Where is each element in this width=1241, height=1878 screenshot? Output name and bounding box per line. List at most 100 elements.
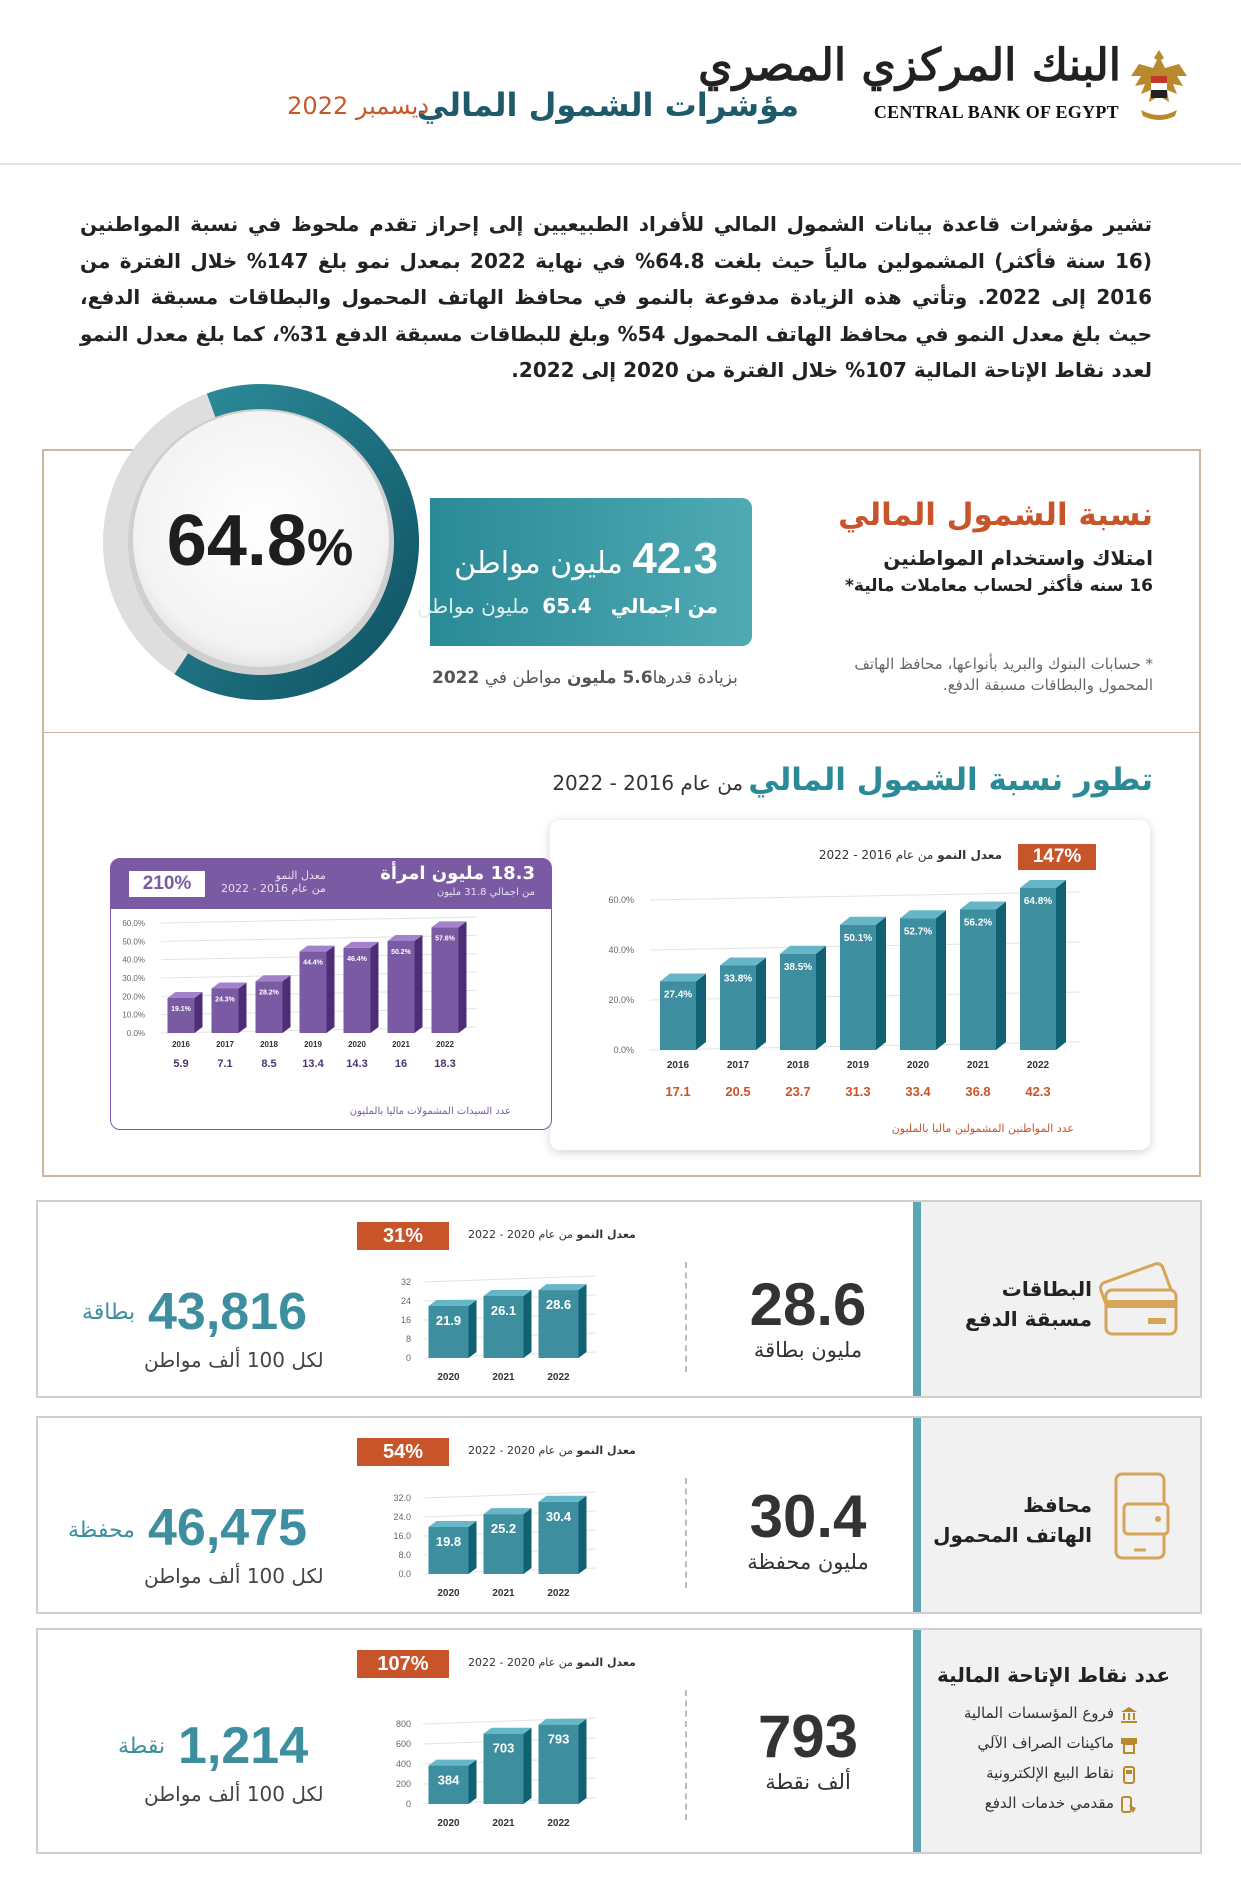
bar [900,918,936,1050]
bar [431,927,459,1033]
access-item-pos: نقاط البيع الإلكترونية [986,1764,1114,1782]
women-counts-caption: عدد السيدات المشمولات ماليا بالمليون [349,1106,511,1117]
gridline [422,1491,597,1499]
prepaid-per-value: 43,816 [148,1283,308,1341]
y-tick-label: 60.0% [122,919,145,928]
bar [538,1290,579,1358]
bar-value-label: 24.3% [215,996,236,1003]
count-label: 33.4 [905,1084,931,1099]
bar-side [238,982,247,1033]
x-tick-label: 2017 [727,1060,750,1071]
mobile-wallets-row: محافظ الهاتف المحمول 30.4 مليون محفظة 54%… [36,1416,1202,1614]
bar-top [660,973,706,982]
y-tick-label: 40.0% [122,956,145,965]
prepaid-bar-chart: 0 8 16 24 32 21.9 2020 26.1 2021 28.6 2022 [401,1275,597,1383]
y-tick-label: 32 [401,1277,411,1287]
x-tick-label: 2022 [547,1588,570,1599]
bar-side [458,921,467,1033]
bar-side [523,1290,532,1358]
mobile-wallet-icon [1114,1472,1170,1560]
bar [299,951,327,1033]
inclusion-rate-panel [42,449,1201,733]
x-tick-label: 2021 [492,1372,515,1383]
y-tick-label: 800 [396,1719,411,1729]
bar-top [299,945,335,952]
women-card-header: 210% معدل النمو من عام 2016 - 2022 18.3 م… [111,859,551,909]
inclusion-bar-chart: 0.0% 20.0% 40.0% 60.0% 27.4% 2016 17.1 33.8% 201… [608,880,1081,1099]
bar [167,997,195,1033]
count-label: 20.5 [725,1084,750,1099]
wallets-unit: مليون محفظة [747,1550,869,1574]
x-tick-label: 2016 [667,1060,690,1071]
access-points-row: عدد نقاط الإتاحة المالية فروع المؤسسات ا… [36,1628,1202,1854]
bar-top [483,1290,532,1297]
inclusion-subtitle-2: 16 سنه فأكثر لحساب معاملات مالية* [845,576,1153,596]
y-tick-label: 0.0 [398,1569,411,1579]
bar-value-label: 33.8% [724,974,752,985]
gridline [160,934,478,942]
bar-value-label: 28.2% [259,989,280,996]
y-tick-label: 16 [401,1315,411,1325]
bar [780,953,816,1050]
x-tick-label: 2019 [847,1060,870,1071]
payment-service-icon [1121,1796,1136,1813]
count-label: 8.5 [261,1058,276,1070]
evolution-title: تطور نسبة الشمول المالي من عام 2016 - 20… [552,762,1153,798]
y-tick-label: 400 [396,1759,411,1769]
x-tick-label: 2019 [304,1040,322,1049]
inclusion-evolution-card: 147% معدل النمو من عام 2016 - 2022 0.0% 2… [550,820,1150,1150]
x-tick-label: 2020 [907,1060,930,1071]
wallets-growth-label: معدل النمو من عام 2020 - 2022 [468,1444,636,1457]
y-tick-label: 40.0% [608,945,634,955]
bar-value-label: 19.8 [436,1534,461,1549]
bar-value-label: 50.2% [391,949,412,956]
y-tick-label: 0 [406,1353,411,1363]
women-growth-label: معدل النمو من عام 2016 - 2022 [221,869,326,895]
bar-top [900,910,946,919]
bar [211,988,239,1033]
count-label: 17.1 [665,1084,690,1099]
bar-value-label: 38.5% [784,962,812,973]
atm-icon [1121,1738,1137,1754]
bar-side [936,910,946,1050]
bar-top [840,916,886,925]
x-tick-label: 2021 [967,1060,990,1071]
women-count: 18.3 مليون امرأة [380,863,535,884]
count-label: 16 [395,1058,407,1070]
bar-side [996,901,1006,1050]
pos-terminal-icon [1123,1766,1135,1784]
y-tick-label: 20.0% [608,995,634,1005]
women-total: من اجمالي 31.8 مليون [436,887,535,898]
access-item-branches: فروع المؤسسات المالية [963,1704,1114,1722]
y-tick-label: 16.0 [393,1531,411,1541]
bar-top [211,982,247,989]
bar [428,1526,469,1574]
bar-value-label: 57.6% [435,935,456,942]
bar-top [538,1718,587,1725]
y-tick-label: 200 [396,1779,411,1789]
bar [428,1765,469,1804]
prepaid-per-caption: لكل 100 ألف مواطن [144,1348,324,1372]
bar-top [1020,880,1066,888]
women-bar-chart: 0.0% 10.0% 20.0% 30.0% 40.0% 50.0% 60.0% 19.1% 2… [122,916,478,1070]
credit-card-icon [1098,1262,1178,1336]
prepaid-growth-badge: 31% [357,1222,449,1250]
bar-side [756,957,766,1050]
inclusion-subtitle: امتلاك واستخدام المواطنين [883,546,1153,570]
wallets-bar-chart: 0.0 8.0 16.0 24.0 32.0 19.8 2020 25.2 2021 30.4 20… [393,1491,597,1599]
bar [660,981,696,1050]
access-title: عدد نقاط الإتاحة المالية [937,1663,1170,1687]
bar-side [876,916,886,1050]
growth-label: معدل النمو من عام 2016 - 2022 [818,848,1002,862]
y-tick-label: 8.0 [398,1550,411,1560]
bank-name-arabic: البنك المركزي المصري [698,40,1121,91]
y-tick-label: 0 [406,1799,411,1809]
x-tick-label: 2022 [547,1818,570,1829]
x-tick-label: 2020 [437,1818,460,1829]
y-tick-label: 32.0 [393,1493,411,1503]
bar-side [578,1284,587,1358]
wallets-per-value: 46,475 [148,1499,308,1557]
x-tick-label: 2022 [547,1372,570,1383]
increase-note: بزيادة قدرها5.6 مليون مواطن في 2022 [432,668,738,688]
bar [483,1733,524,1804]
